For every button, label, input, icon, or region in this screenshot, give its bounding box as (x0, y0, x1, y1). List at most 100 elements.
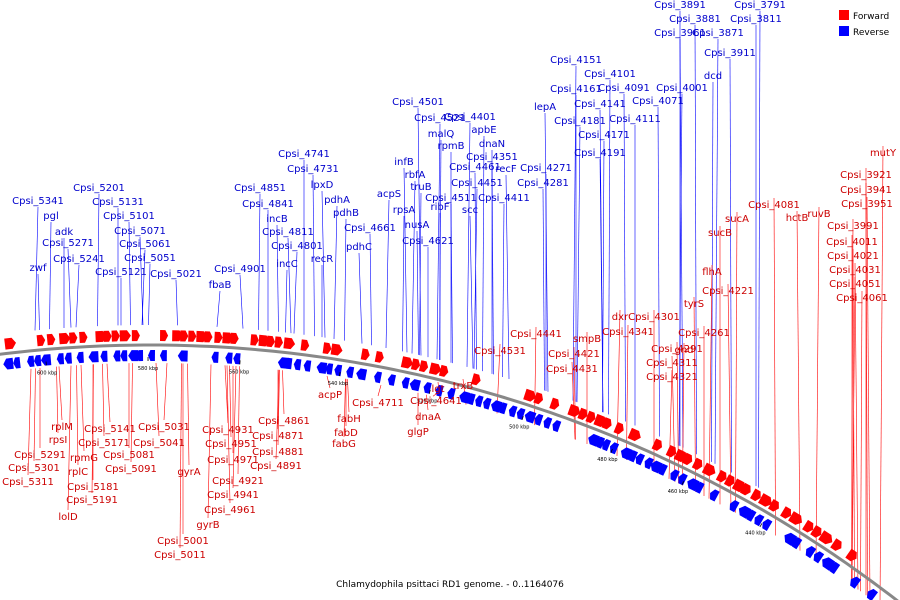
leader-line-forward (573, 346, 576, 440)
leader-line-reverse (276, 224, 279, 332)
leader-line-forward (671, 355, 676, 482)
gene-label-forward: Cpsi_4341 (602, 327, 654, 338)
reverse-gene (596, 436, 606, 449)
leader-line-reverse (411, 180, 416, 354)
leader-line-reverse (128, 221, 131, 326)
gene-label-forward: Cpsi_4431 (546, 364, 598, 375)
leader-line-reverse (239, 274, 244, 329)
reverse-gene (211, 351, 219, 363)
gene-label-reverse: dcd (704, 71, 722, 82)
leader-line-forward (708, 264, 713, 499)
leader-line-forward (773, 197, 776, 536)
forward-gene (577, 407, 588, 420)
gene-label-forward: hctB (786, 213, 809, 224)
gene-label-reverse: Cpsi_4461 (449, 162, 501, 173)
forward-gene (691, 457, 703, 470)
reverse-gene (136, 350, 144, 362)
leader-line-reverse (97, 193, 100, 327)
legend: Forward Reverse (839, 10, 890, 38)
leader-line-reverse (175, 279, 178, 326)
gene-label-reverse: dnaN (479, 139, 505, 150)
gene-label-forward: Cpsi_4291 (651, 344, 703, 355)
reverse-gene (738, 505, 752, 519)
gene-label-reverse: Cpsi_4101 (584, 69, 636, 80)
leader-line-forward (232, 366, 237, 489)
reverse-gene (729, 500, 740, 513)
forward-gene (810, 525, 822, 538)
reverse-gene (177, 350, 188, 362)
forward-gene (758, 493, 772, 507)
leader-line-reverse (75, 264, 80, 328)
gene-label-reverse: Cpsi_4851 (234, 183, 286, 194)
scale-tick-label: 480 kbp (597, 457, 617, 463)
forward-gene (715, 469, 727, 483)
gene-label-forward: Cpsi_4421 (548, 349, 600, 360)
leader-line-reverse (321, 190, 326, 338)
scale-tick (681, 481, 685, 486)
gene-label-reverse: recF (495, 164, 517, 175)
gene-label-forward: Cpsi_4641 (410, 396, 462, 407)
forward-gene (180, 330, 189, 342)
leader-line-forward (76, 365, 79, 466)
reverse-gene (13, 357, 21, 369)
gene-label-forward: rpsI (49, 435, 68, 446)
leader-line-reverse (37, 273, 40, 331)
gene-label-reverse: Cpsi_4511 (425, 193, 477, 204)
reverse-gene (829, 561, 841, 575)
gene-label-reverse: Cpsi_4161 (550, 84, 602, 95)
leader-line-reverse (141, 249, 146, 326)
forward-gene (567, 404, 581, 417)
forward-gene (523, 388, 536, 402)
gene-label-reverse: acpS (377, 189, 401, 200)
gene-label-forward: dxr (612, 312, 629, 323)
gene-label-forward: tyrS (684, 299, 704, 310)
scale-tick-label: 600 kbp (37, 370, 57, 376)
gene-label-reverse: Cpsi_3811 (730, 14, 782, 25)
reverse-gene (628, 450, 638, 463)
gene-label-reverse: lepA (534, 102, 556, 113)
leader-line-reverse (293, 251, 298, 334)
leader-line-reverse (469, 215, 474, 369)
reverse-gene (225, 352, 233, 364)
gene-label-reverse: Cpsi_4271 (520, 163, 572, 174)
leader-line-reverse (358, 252, 363, 344)
forward-gene (266, 335, 275, 348)
gene-label-reverse: Cpsi_4071 (632, 96, 684, 107)
forward-gene (613, 422, 624, 435)
gene-label-forward: Cpsi_4871 (252, 431, 304, 442)
gene-label-forward: ruvB (807, 209, 830, 220)
gene-label-forward: Cpsi_5001 (157, 536, 209, 547)
gene-label-reverse: Cpsi_4661 (344, 223, 396, 234)
leader-line-forward (130, 363, 133, 463)
leader-lines (27, 10, 884, 600)
reverse-gene (754, 514, 765, 527)
forward-gene (739, 482, 751, 496)
gene-features (3, 330, 878, 600)
leader-line-reverse (505, 174, 510, 380)
gene-label-forward: Cpsi_4021 (827, 251, 879, 262)
reverse-gene (120, 350, 128, 362)
gene-label-reverse: Cpsi_5061 (119, 239, 171, 250)
leader-line-forward (179, 363, 182, 549)
gene-label-forward: Cpsi_4441 (510, 329, 562, 340)
reverse-gene (508, 405, 518, 418)
leader-line-forward (432, 393, 437, 397)
forward-gene (788, 511, 802, 525)
gene-label-forward: Cpsi_4221 (702, 286, 754, 297)
gene-label-reverse: scc (462, 205, 478, 216)
forward-gene (4, 337, 16, 350)
leader-line-forward (33, 368, 36, 462)
gene-label-reverse: Cpsi_5021 (150, 269, 202, 280)
gene-label-reverse: Cpsi_4451 (451, 178, 503, 189)
reverse-gene (401, 377, 410, 389)
reverse-gene (746, 509, 757, 522)
gene-label-forward: Cpsi_5311 (2, 477, 54, 488)
gene-label-reverse: Cpsi_5201 (73, 183, 125, 194)
reverse-gene (27, 355, 35, 367)
gene-label-reverse: pdhA (324, 195, 350, 206)
leader-line-forward (343, 378, 346, 438)
gene-label-reverse: pdhC (346, 242, 372, 253)
reverse-gene (635, 453, 645, 466)
scale-tick-label: 580 kbp (138, 366, 158, 372)
